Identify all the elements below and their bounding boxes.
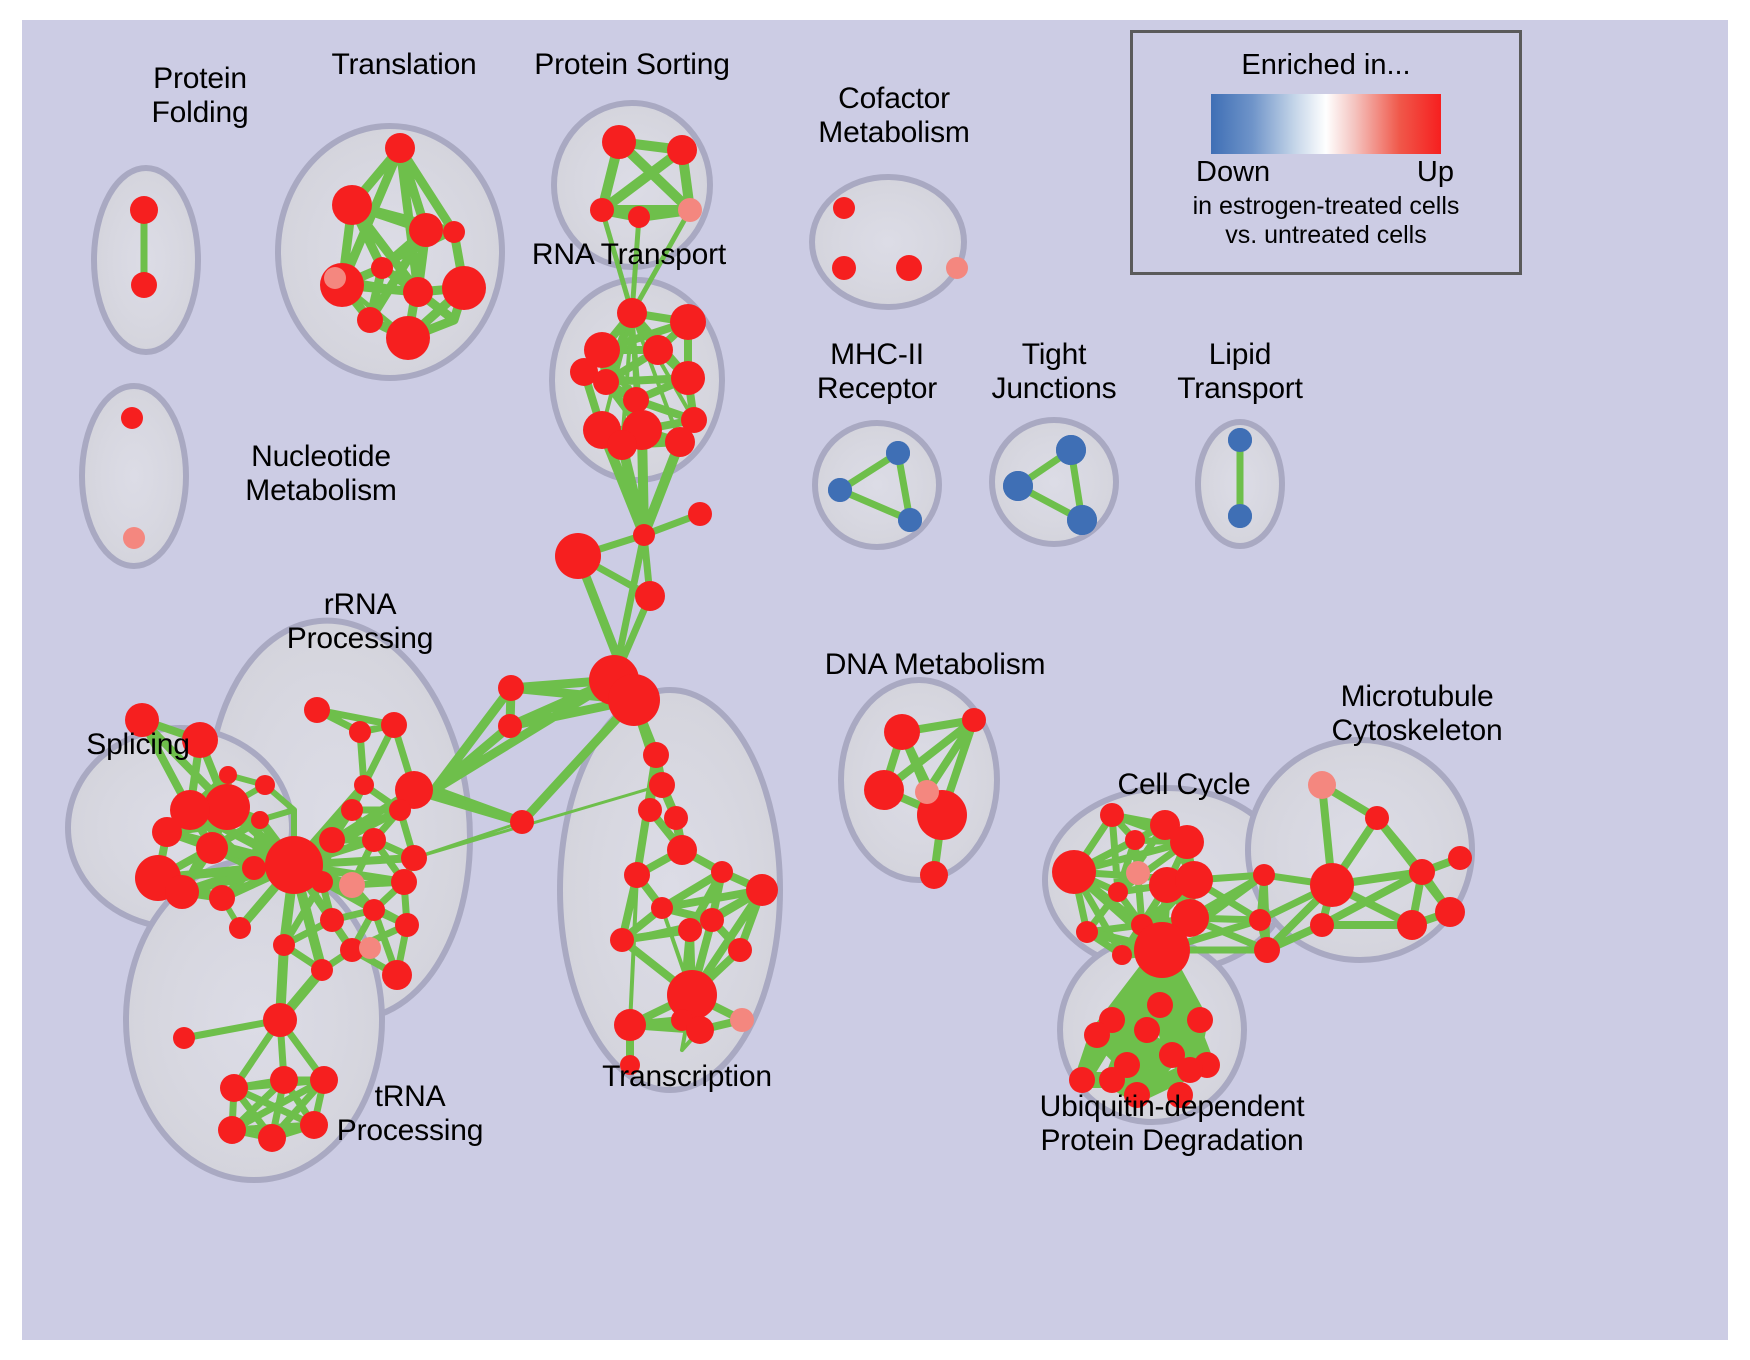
cluster-label-lipid-transport: Lipid Transport xyxy=(1177,338,1303,405)
node-group-central-chain xyxy=(498,502,712,834)
node-group-microtubule-cytoskeleton xyxy=(1249,771,1472,963)
blob-nucleotide-metabolism xyxy=(79,383,189,569)
blob-cofactor-metabolism xyxy=(809,174,967,310)
cluster-label-cofactor-metabolism: Cofactor Metabolism xyxy=(818,82,970,149)
cluster-label-translation: Translation xyxy=(331,48,477,81)
node-group-trna-processing xyxy=(173,1003,338,1152)
node-group-protein-sorting xyxy=(590,125,702,228)
legend-endpoints: Down Up xyxy=(1176,156,1476,190)
cluster-label-splicing: Splicing xyxy=(86,728,190,761)
cluster-label-dna-metabolism: DNA Metabolism xyxy=(824,648,1046,681)
cluster-label-nucleotide-metabolism: Nucleotide Metabolism xyxy=(245,440,397,507)
cluster-label-microtubule-cytoskeleton: Microtubule Cytoskeleton xyxy=(1331,680,1503,747)
cluster-label-mhc-ii-receptor: MHC-II Receptor xyxy=(816,338,938,405)
network-graph xyxy=(65,100,1475,1183)
network-nodes xyxy=(121,125,1472,1152)
network-canvas: Protein Folding Translation Protein Sort… xyxy=(22,20,1728,1340)
node-group-cofactor-metabolism xyxy=(832,197,968,281)
cluster-label-transcription: Transcription xyxy=(602,1060,772,1093)
node-group-transcription xyxy=(610,798,778,1075)
legend-color-gradient-bar xyxy=(1211,94,1441,154)
cluster-label-ubiquitin-degradation: Ubiquitin-dependent Protein Degradation xyxy=(1039,1090,1305,1157)
legend-down-label: Down xyxy=(1196,156,1271,188)
cluster-label-rrna-processing: rRNA Processing xyxy=(286,588,434,655)
blob-transcription xyxy=(557,687,783,1093)
node-group-dna-metabolism xyxy=(864,708,986,889)
cluster-label-tight-junctions: Tight Junctions xyxy=(991,338,1117,405)
node-group-rrna-processing xyxy=(265,697,433,990)
node-group-rna-transport xyxy=(570,298,707,460)
node-group-protein-folding xyxy=(130,196,158,298)
cluster-label-cell-cycle: Cell Cycle xyxy=(1117,768,1251,801)
cluster-label-rna-transport: RNA Transport xyxy=(531,238,727,271)
node-group-nucleotide-metabolism xyxy=(121,407,145,549)
legend-sublabel: in estrogen-treated cells vs. untreated … xyxy=(1192,192,1460,249)
legend-panel: Enriched in... Down Up in estrogen-treat… xyxy=(1130,30,1522,275)
cluster-label-protein-folding: Protein Folding xyxy=(151,62,249,129)
node-group-translation xyxy=(320,133,486,360)
legend-up-label: Up xyxy=(1416,156,1454,188)
legend-title: Enriched in... xyxy=(1241,49,1411,81)
network-nodes-blue-top xyxy=(828,428,1252,535)
cluster-label-trna-processing: tRNA Processing xyxy=(336,1080,484,1147)
node-group-ubiquitin-degradation xyxy=(1069,992,1220,1108)
cluster-label-protein-sorting: Protein Sorting xyxy=(534,48,730,81)
node-group-cell-cycle xyxy=(1052,803,1213,978)
node-group-splicing xyxy=(125,703,275,939)
